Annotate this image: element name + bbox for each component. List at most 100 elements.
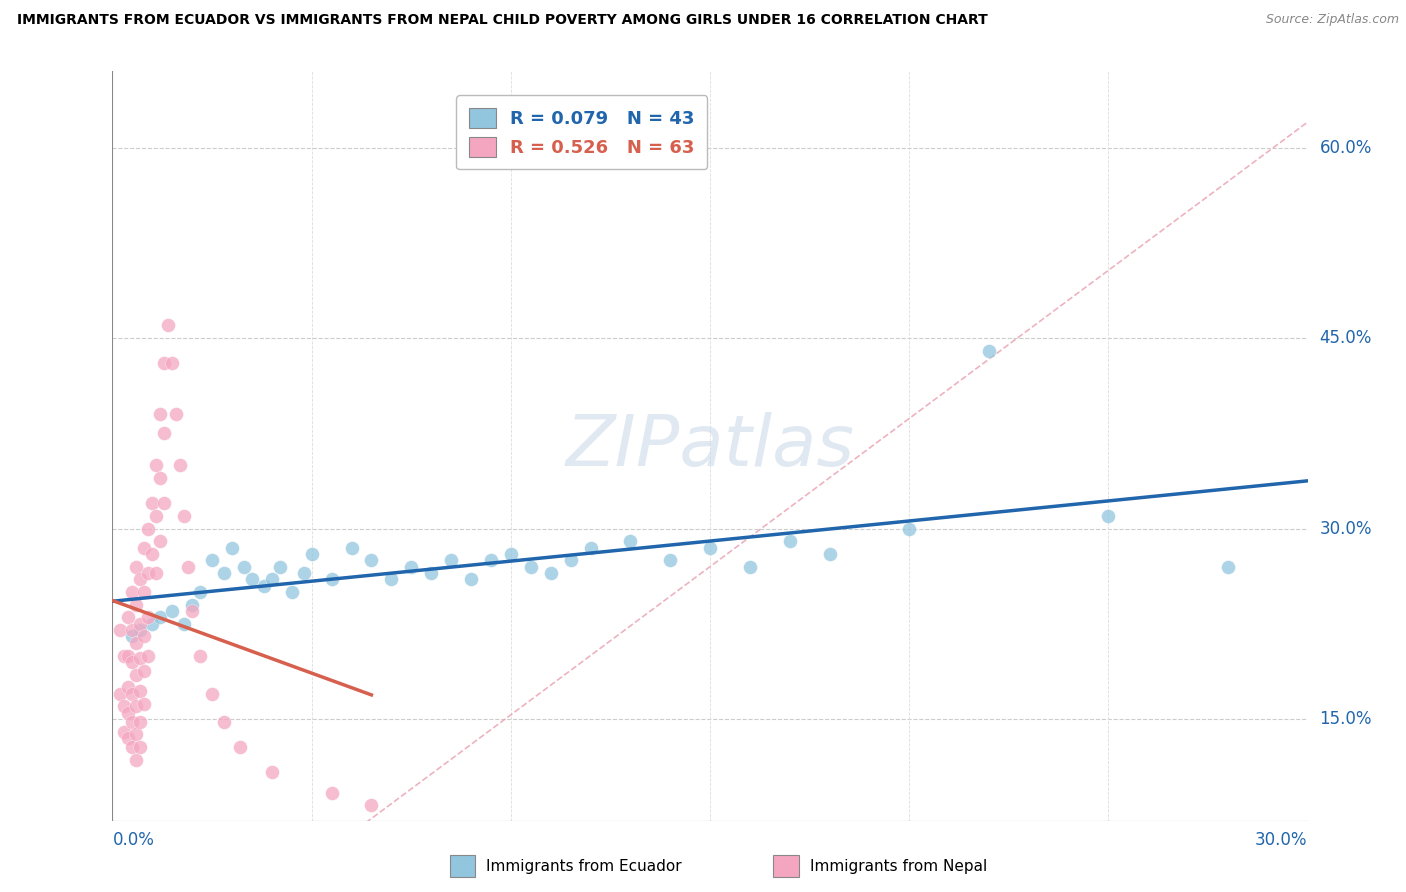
Point	[229, 739, 252, 754]
Point	[134, 630, 156, 644]
Point	[619, 534, 641, 549]
Point	[212, 714, 235, 729]
Point	[738, 559, 761, 574]
Point	[121, 585, 143, 599]
Point	[977, 343, 1000, 358]
Point	[201, 553, 224, 567]
Point	[129, 739, 152, 754]
Point	[420, 566, 443, 580]
Point	[129, 651, 152, 665]
Point	[125, 699, 148, 714]
Text: IMMIGRANTS FROM ECUADOR VS IMMIGRANTS FROM NEPAL CHILD POVERTY AMONG GIRLS UNDER: IMMIGRANTS FROM ECUADOR VS IMMIGRANTS FR…	[17, 13, 987, 28]
Point	[129, 616, 152, 631]
Point	[129, 684, 152, 698]
Point	[125, 636, 148, 650]
Point	[499, 547, 522, 561]
Point	[134, 541, 156, 555]
Point	[401, 559, 423, 574]
Point	[779, 534, 801, 549]
Point	[281, 585, 304, 599]
Text: Source: ZipAtlas.com: Source: ZipAtlas.com	[1265, 13, 1399, 27]
Point	[149, 610, 172, 624]
Text: ZIPatlas: ZIPatlas	[565, 411, 855, 481]
Point	[560, 553, 582, 567]
Point	[138, 566, 160, 580]
Point	[162, 604, 183, 618]
Point	[479, 553, 502, 567]
Point	[360, 798, 382, 813]
Point	[173, 508, 195, 523]
Text: 45.0%: 45.0%	[1320, 329, 1372, 347]
Point	[121, 687, 143, 701]
Point	[153, 356, 176, 370]
Point	[380, 572, 402, 586]
Point	[153, 496, 176, 510]
Point	[818, 547, 841, 561]
Legend: R = 0.079   N = 43, R = 0.526   N = 63: R = 0.079 N = 43, R = 0.526 N = 63	[456, 95, 707, 169]
Point	[121, 630, 143, 644]
Point	[145, 458, 167, 472]
Point	[321, 786, 343, 800]
Point	[162, 356, 183, 370]
Point	[129, 714, 152, 729]
Point	[149, 471, 172, 485]
Point	[321, 572, 343, 586]
Point	[520, 559, 543, 574]
Point	[134, 697, 156, 711]
Point	[153, 426, 176, 441]
Point	[157, 318, 180, 333]
Point	[360, 553, 382, 567]
Point	[212, 566, 235, 580]
Point	[145, 508, 167, 523]
Point	[699, 541, 721, 555]
Point	[114, 724, 135, 739]
Point	[165, 407, 187, 421]
Point	[117, 648, 139, 663]
Text: 15.0%: 15.0%	[1320, 710, 1372, 728]
Point	[269, 559, 291, 574]
Point	[125, 559, 148, 574]
Point	[141, 616, 163, 631]
Point	[188, 585, 211, 599]
Point	[240, 572, 263, 586]
Point	[117, 731, 139, 745]
Point	[125, 753, 148, 767]
Text: Immigrants from Nepal: Immigrants from Nepal	[810, 859, 987, 873]
Point	[125, 667, 148, 681]
Point	[134, 664, 156, 678]
Point	[260, 765, 283, 780]
Point	[141, 496, 163, 510]
Point	[169, 458, 191, 472]
Point	[121, 739, 143, 754]
Point	[188, 648, 211, 663]
Point	[233, 559, 256, 574]
Point	[121, 655, 143, 669]
Point	[129, 623, 152, 637]
Point	[134, 585, 156, 599]
Point	[117, 706, 139, 720]
Point	[460, 572, 482, 586]
Point	[253, 579, 276, 593]
Point	[173, 616, 195, 631]
Point	[579, 541, 602, 555]
Point	[125, 727, 148, 741]
Point	[121, 623, 143, 637]
Text: 0.0%: 0.0%	[112, 830, 155, 849]
Point	[221, 541, 243, 555]
Point	[125, 598, 148, 612]
Point	[145, 566, 167, 580]
Point	[898, 522, 921, 536]
Point	[292, 566, 315, 580]
Point	[138, 522, 160, 536]
Point	[177, 559, 200, 574]
Point	[117, 681, 139, 695]
Point	[141, 547, 163, 561]
Point	[181, 598, 204, 612]
Point	[440, 553, 463, 567]
Point	[301, 547, 323, 561]
Text: Immigrants from Ecuador: Immigrants from Ecuador	[486, 859, 682, 873]
Point	[117, 610, 139, 624]
Point	[149, 407, 172, 421]
Point	[138, 610, 160, 624]
Point	[181, 604, 204, 618]
